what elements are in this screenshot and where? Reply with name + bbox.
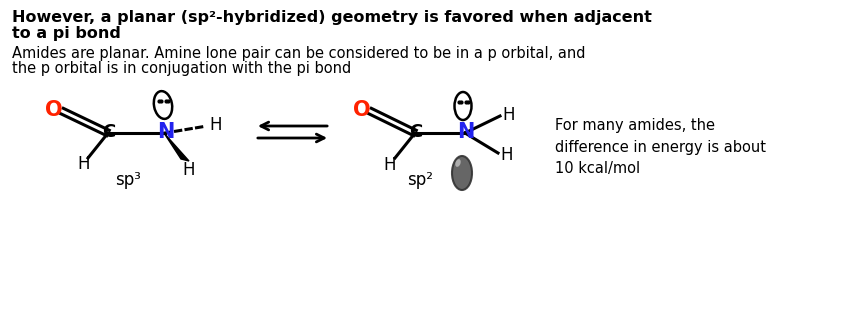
- Text: H: H: [503, 106, 515, 124]
- Text: H: H: [183, 161, 195, 179]
- Ellipse shape: [154, 91, 173, 119]
- Text: C: C: [102, 123, 116, 141]
- Text: sp³: sp³: [115, 171, 141, 189]
- Ellipse shape: [455, 159, 461, 167]
- Text: C: C: [409, 123, 423, 141]
- Text: O: O: [45, 100, 63, 120]
- Text: sp²: sp²: [407, 171, 433, 189]
- Text: N: N: [157, 122, 174, 142]
- Text: However, a planar (sp²-hybridized) geometry is favored when adjacent: However, a planar (sp²-hybridized) geome…: [12, 10, 652, 25]
- Text: H: H: [210, 116, 222, 134]
- Text: Amides are planar. Amine lone pair can be considered to be in a p orbital, and: Amides are planar. Amine lone pair can b…: [12, 46, 585, 61]
- Text: H: H: [384, 156, 396, 174]
- Text: H: H: [78, 155, 91, 173]
- Text: H: H: [501, 146, 514, 164]
- Text: the p orbital is in conjugation with the pi bond: the p orbital is in conjugation with the…: [12, 61, 351, 76]
- Ellipse shape: [454, 92, 471, 120]
- Text: For many amides, the
difference in energy is about
10 kcal/mol: For many amides, the difference in energ…: [555, 118, 766, 176]
- Text: to a pi bond: to a pi bond: [12, 26, 121, 41]
- Text: N: N: [458, 122, 475, 142]
- Polygon shape: [164, 133, 189, 161]
- Ellipse shape: [452, 156, 472, 190]
- Text: O: O: [353, 100, 371, 120]
